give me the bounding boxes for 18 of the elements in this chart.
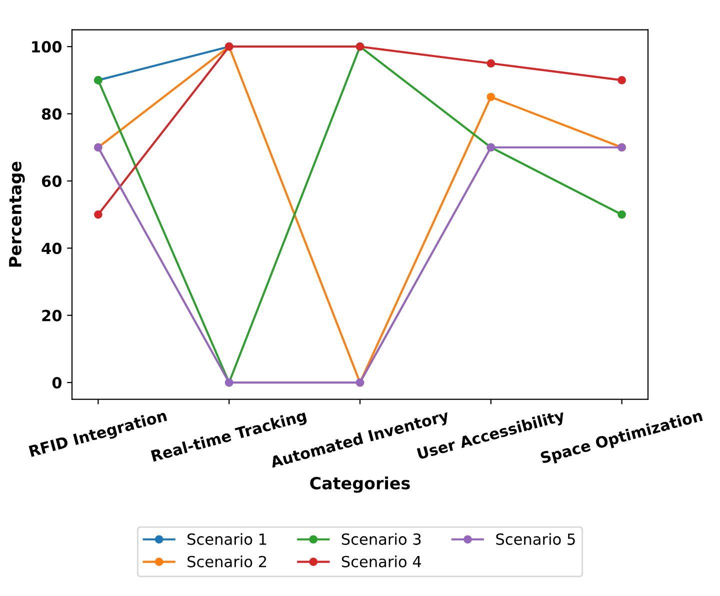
y-tick-label: 60 — [42, 175, 62, 187]
legend-label: Scenario 5 — [496, 533, 575, 545]
y-tick-label: 100 — [32, 41, 62, 53]
y-axis-title: Percentage — [9, 162, 25, 267]
point — [486, 92, 496, 102]
point — [618, 210, 626, 219]
legend-label: Scenario 2 — [188, 556, 266, 568]
x-axis-title: Categories — [310, 476, 410, 493]
legend-label: Scenario 4 — [342, 556, 422, 568]
y-tick-label: 40 — [42, 242, 62, 254]
legend-label: Scenario 3 — [342, 533, 421, 545]
point — [618, 76, 626, 84]
y-tick-label: 80 — [42, 108, 62, 120]
y-tick-label: 20 — [42, 310, 62, 322]
point — [486, 59, 496, 68]
y-tick-label: 0 — [52, 376, 62, 389]
legend-label: Scenario 1 — [188, 533, 266, 545]
point — [94, 210, 102, 219]
